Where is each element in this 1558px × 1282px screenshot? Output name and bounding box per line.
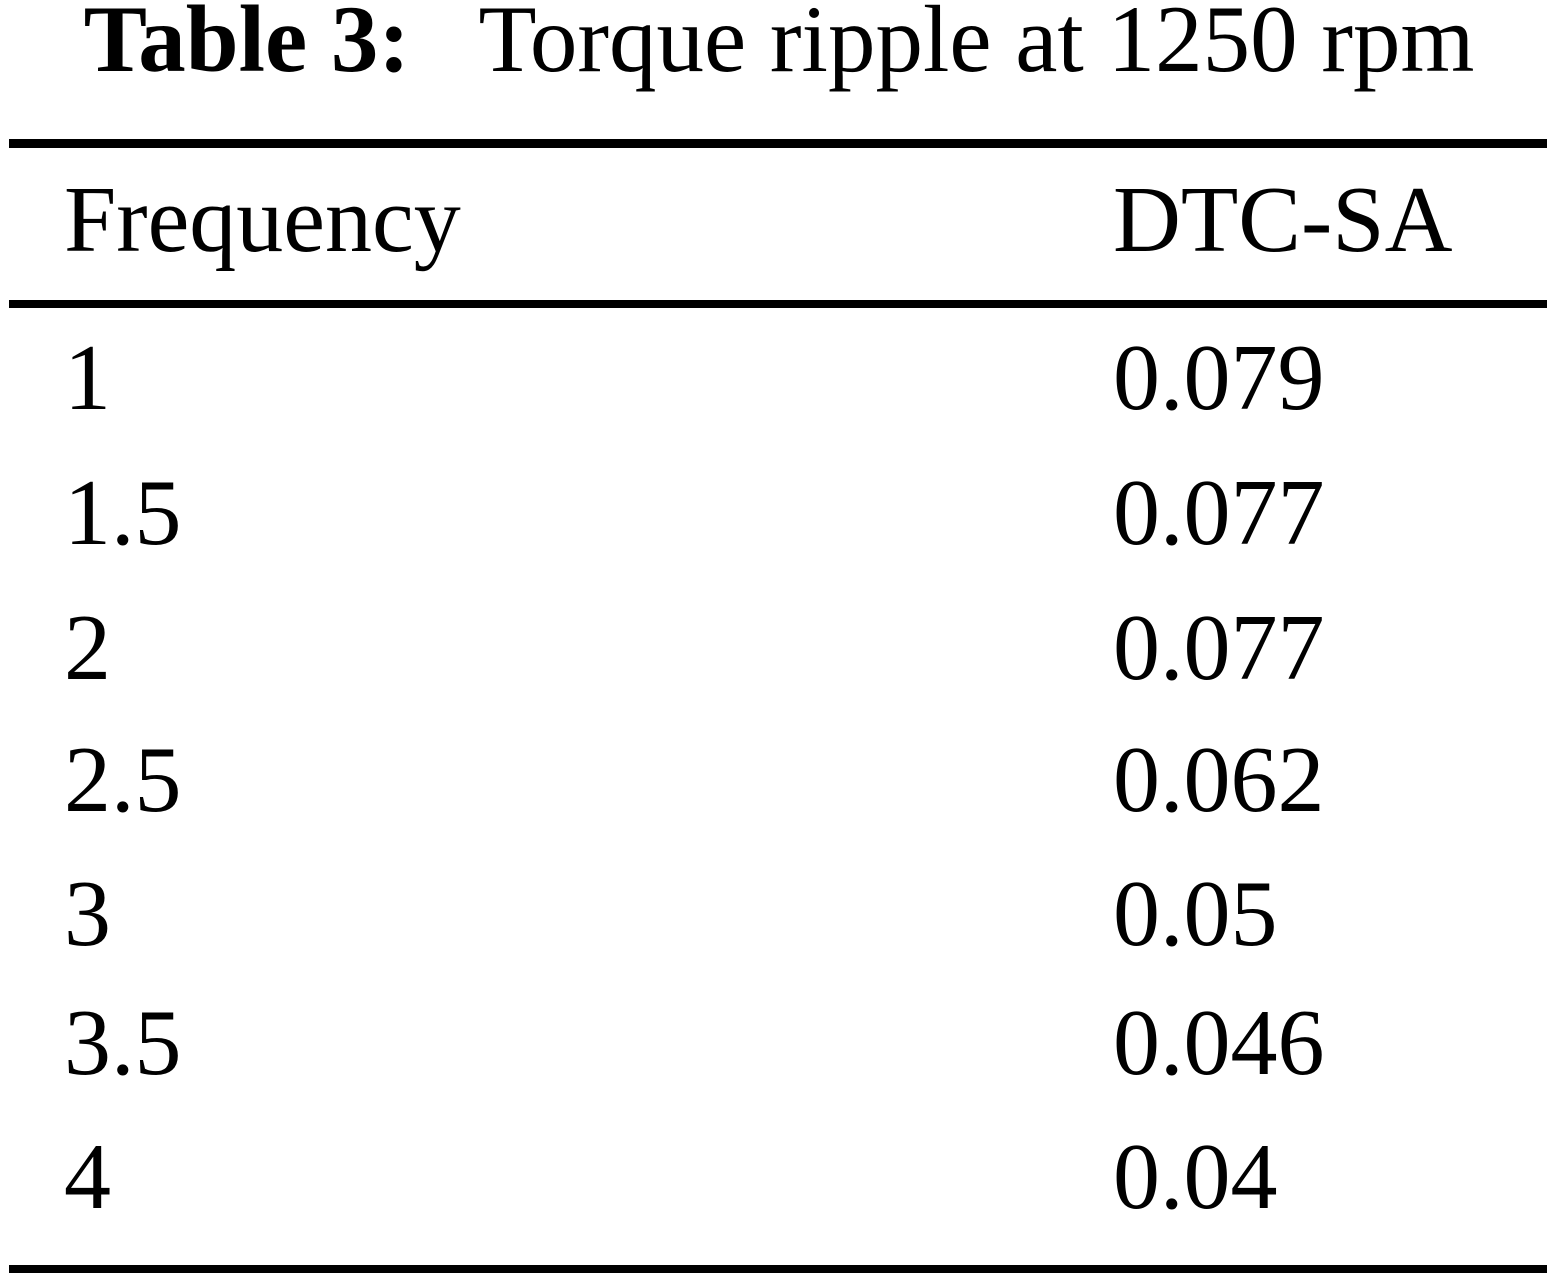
frequency-cell: 1.5 bbox=[64, 461, 182, 565]
table-caption-title: Torque ripple at 1250 rpm bbox=[478, 0, 1475, 92]
dtc-sa-column-header: DTC-SA bbox=[1113, 168, 1453, 272]
table-row: 4 0.04 bbox=[0, 1130, 1558, 1224]
table-row: 2 0.077 bbox=[0, 601, 1558, 695]
frequency-cell: 3.5 bbox=[64, 991, 182, 1095]
table-caption: Table 3: Torque ripple at 1250 rpm bbox=[0, 0, 1558, 87]
table-header-row: Frequency DTC-SA bbox=[0, 173, 1558, 267]
frequency-cell: 3 bbox=[64, 862, 111, 966]
frequency-cell: 2 bbox=[64, 596, 111, 700]
table-row: 3 0.05 bbox=[0, 867, 1558, 961]
frequency-cell: 4 bbox=[64, 1125, 111, 1229]
dtc-sa-cell: 0.04 bbox=[1113, 1125, 1278, 1229]
header-rule bbox=[9, 300, 1547, 308]
table-caption-number: Table 3: bbox=[83, 0, 411, 92]
dtc-sa-cell: 0.062 bbox=[1113, 728, 1325, 832]
frequency-cell: 1 bbox=[64, 326, 111, 430]
bottom-rule bbox=[9, 1265, 1547, 1273]
table-row: 1 0.079 bbox=[0, 331, 1558, 425]
frequency-column-header: Frequency bbox=[64, 168, 461, 272]
dtc-sa-cell: 0.05 bbox=[1113, 862, 1278, 966]
dtc-sa-cell: 0.079 bbox=[1113, 326, 1325, 430]
top-rule bbox=[9, 139, 1547, 148]
table-row: 1.5 0.077 bbox=[0, 466, 1558, 560]
dtc-sa-cell: 0.077 bbox=[1113, 596, 1325, 700]
dtc-sa-cell: 0.046 bbox=[1113, 991, 1325, 1095]
dtc-sa-cell: 0.077 bbox=[1113, 461, 1325, 565]
table-row: 3.5 0.046 bbox=[0, 996, 1558, 1090]
table-row: 2.5 0.062 bbox=[0, 733, 1558, 827]
frequency-cell: 2.5 bbox=[64, 728, 182, 832]
